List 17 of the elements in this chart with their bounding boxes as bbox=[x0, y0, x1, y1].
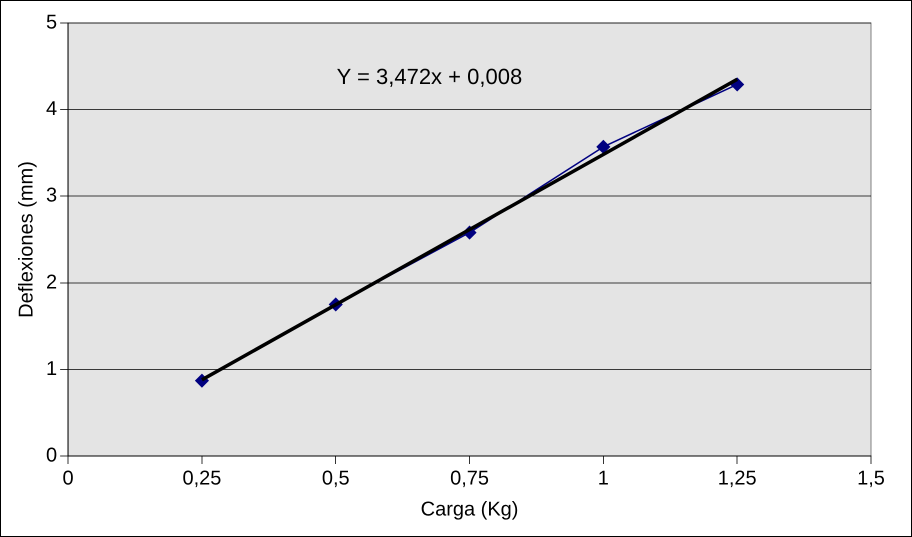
x-axis-title: Carga (Kg) bbox=[420, 498, 518, 521]
point bbox=[596, 140, 610, 154]
y-tick-label: 2 bbox=[46, 271, 58, 294]
y-tick-label: 5 bbox=[46, 12, 58, 34]
annotation: Y = 3,472x + 0,008 bbox=[336, 64, 522, 90]
x-tick-label: 0,75 bbox=[450, 468, 490, 490]
x-tick-label: 0 bbox=[62, 468, 74, 490]
y-tick-label: 0 bbox=[46, 444, 58, 467]
x-tick-label: 1 bbox=[598, 468, 609, 490]
y-tick-label: 1 bbox=[46, 358, 58, 380]
x-tick-label: 1,25 bbox=[718, 468, 757, 490]
y-tick-label: 4 bbox=[46, 98, 58, 120]
x-tick-label: 1,5 bbox=[857, 468, 885, 490]
y-axis-title: Deflexiones (mm) bbox=[16, 161, 38, 318]
x-tick-label: 0,25 bbox=[182, 468, 222, 490]
y-tick-label: 3 bbox=[46, 184, 58, 207]
x-tick-label: 0,5 bbox=[322, 468, 350, 490]
